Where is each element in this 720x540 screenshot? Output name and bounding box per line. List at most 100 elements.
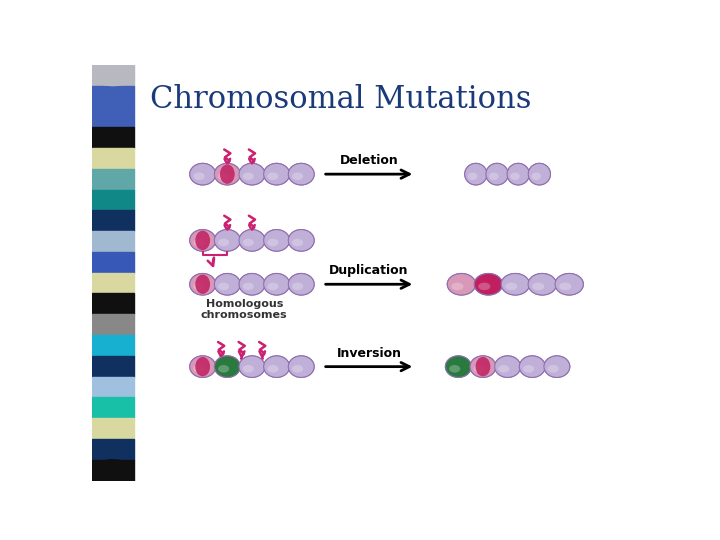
Ellipse shape <box>505 282 518 290</box>
Ellipse shape <box>288 273 314 295</box>
Ellipse shape <box>446 356 472 377</box>
Ellipse shape <box>528 273 557 295</box>
FancyBboxPatch shape <box>194 235 310 245</box>
Ellipse shape <box>215 273 240 295</box>
Text: Homologous
chromosomes: Homologous chromosomes <box>201 299 287 320</box>
Ellipse shape <box>264 273 289 295</box>
FancyBboxPatch shape <box>194 362 310 372</box>
Ellipse shape <box>190 230 215 251</box>
Bar <box>92 273 134 294</box>
Ellipse shape <box>243 172 254 180</box>
Ellipse shape <box>519 356 545 377</box>
Ellipse shape <box>464 164 487 185</box>
Ellipse shape <box>468 172 477 180</box>
Ellipse shape <box>264 164 289 185</box>
Ellipse shape <box>264 356 289 377</box>
Bar <box>92 377 134 397</box>
Bar <box>92 314 134 335</box>
Bar <box>92 356 134 377</box>
Bar <box>92 85 134 106</box>
Ellipse shape <box>190 164 215 185</box>
Ellipse shape <box>194 365 204 373</box>
Ellipse shape <box>215 356 240 377</box>
Ellipse shape <box>495 356 521 377</box>
Ellipse shape <box>195 357 210 376</box>
Ellipse shape <box>498 365 510 373</box>
Ellipse shape <box>288 356 314 377</box>
Ellipse shape <box>243 282 254 290</box>
Ellipse shape <box>267 365 279 373</box>
Ellipse shape <box>239 230 265 251</box>
Ellipse shape <box>215 164 240 185</box>
Ellipse shape <box>528 164 551 185</box>
Ellipse shape <box>264 230 289 251</box>
Ellipse shape <box>243 239 254 246</box>
Ellipse shape <box>288 230 314 251</box>
Bar <box>92 397 134 418</box>
Ellipse shape <box>92 460 134 481</box>
Ellipse shape <box>264 356 289 377</box>
Ellipse shape <box>218 172 229 180</box>
Ellipse shape <box>470 356 496 377</box>
Ellipse shape <box>446 356 472 377</box>
Bar <box>92 127 134 148</box>
Ellipse shape <box>486 164 508 185</box>
Ellipse shape <box>532 282 544 290</box>
Ellipse shape <box>288 164 314 185</box>
Ellipse shape <box>264 273 289 295</box>
Ellipse shape <box>215 230 240 251</box>
Ellipse shape <box>292 172 303 180</box>
Ellipse shape <box>239 230 265 251</box>
Ellipse shape <box>478 282 490 290</box>
Ellipse shape <box>451 282 464 290</box>
Ellipse shape <box>190 273 215 295</box>
Ellipse shape <box>464 164 487 185</box>
Ellipse shape <box>243 365 254 373</box>
Ellipse shape <box>239 164 265 185</box>
Ellipse shape <box>215 356 240 377</box>
Ellipse shape <box>194 282 204 290</box>
Ellipse shape <box>264 164 289 185</box>
Text: Inversion: Inversion <box>336 347 402 360</box>
Ellipse shape <box>190 356 215 377</box>
Ellipse shape <box>555 273 583 295</box>
Ellipse shape <box>544 356 570 377</box>
Ellipse shape <box>474 273 503 295</box>
Ellipse shape <box>194 172 204 180</box>
Ellipse shape <box>220 165 235 184</box>
Bar <box>92 252 134 273</box>
Text: Duplication: Duplication <box>329 264 409 278</box>
Ellipse shape <box>288 164 314 185</box>
Ellipse shape <box>292 365 303 373</box>
Ellipse shape <box>486 164 508 185</box>
Ellipse shape <box>215 164 240 185</box>
Ellipse shape <box>501 273 529 295</box>
Bar <box>92 210 134 231</box>
FancyBboxPatch shape <box>451 279 580 289</box>
Ellipse shape <box>470 356 496 377</box>
Bar <box>92 294 134 314</box>
Ellipse shape <box>267 239 279 246</box>
Ellipse shape <box>555 273 583 295</box>
Ellipse shape <box>528 273 557 295</box>
Ellipse shape <box>195 274 210 294</box>
Ellipse shape <box>190 273 215 295</box>
Ellipse shape <box>194 239 204 246</box>
Bar <box>92 148 134 168</box>
Ellipse shape <box>92 65 134 85</box>
Bar <box>92 190 134 211</box>
Ellipse shape <box>264 230 289 251</box>
Ellipse shape <box>288 356 314 377</box>
Ellipse shape <box>218 239 229 246</box>
Text: Chromosomal Mutations: Chromosomal Mutations <box>150 84 531 115</box>
Text: Deletion: Deletion <box>340 154 398 167</box>
Ellipse shape <box>548 365 559 373</box>
Ellipse shape <box>239 273 265 295</box>
Ellipse shape <box>447 273 475 295</box>
Ellipse shape <box>489 172 499 180</box>
Ellipse shape <box>218 365 229 373</box>
Ellipse shape <box>447 273 475 295</box>
Ellipse shape <box>501 273 529 295</box>
Ellipse shape <box>288 230 314 251</box>
Bar <box>92 460 134 481</box>
